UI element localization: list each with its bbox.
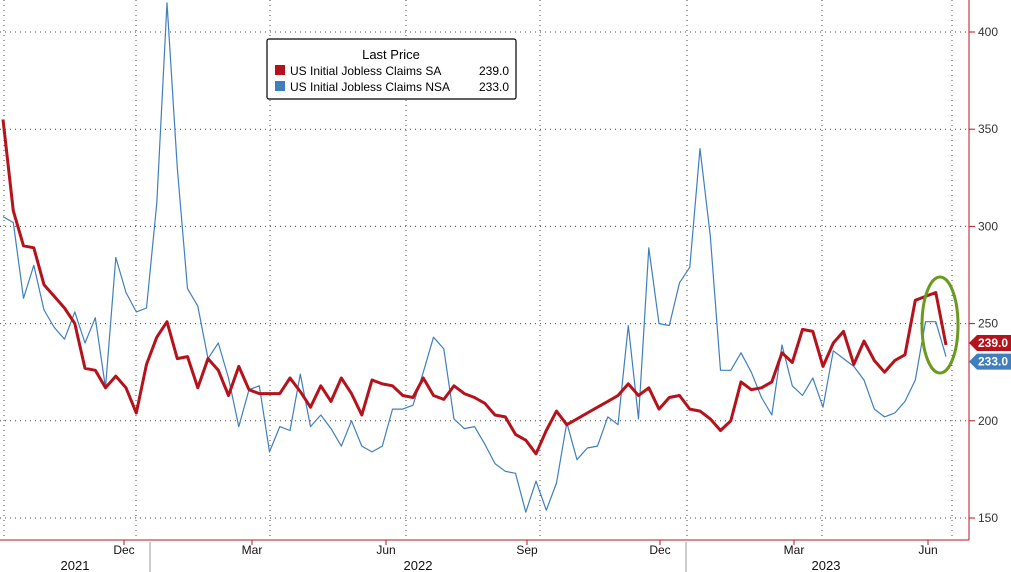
- series-line-sa: [1, 119, 948, 456]
- y-tick-label: 350: [978, 122, 998, 136]
- x-tick-label: Jun: [376, 543, 395, 557]
- y-tick-label: 400: [978, 25, 998, 39]
- legend-label-nsa: US Initial Jobless Claims NSA: [290, 80, 450, 94]
- legend-label-sa: US Initial Jobless Claims SA: [290, 64, 441, 78]
- legend-value-sa: 239.0: [479, 64, 509, 78]
- highlight-ellipse: [920, 275, 960, 375]
- series-line-nsa: [2, 2, 947, 513]
- badge-nsa-label: 233.0: [978, 355, 1008, 369]
- y-tick-label: 300: [978, 219, 998, 233]
- x-tick-label: Mar: [242, 543, 263, 557]
- x-tick-label: Dec: [113, 543, 134, 557]
- legend-box: [266, 38, 517, 100]
- y-tick-label: 250: [978, 317, 998, 331]
- legend-title: Last Price: [362, 47, 420, 62]
- badge-sa: [969, 334, 1011, 351]
- year-label: 2023: [812, 558, 841, 572]
- legend-value-nsa: 233.0: [479, 80, 509, 94]
- year-label: 2022: [404, 558, 433, 572]
- x-ticks: Dec Mar Jun Sep Dec Mar Jun 2021 2022 2023: [61, 540, 938, 572]
- last-value-badges: 233.0 239.0: [969, 334, 1011, 370]
- y-tick-label: 150: [978, 511, 998, 525]
- axes: [0, 0, 970, 541]
- legend-swatch-sa: [275, 65, 285, 75]
- series-layer: [1, 2, 948, 513]
- x-tick-label: Dec: [649, 543, 670, 557]
- y-ticks: 150 200 250 300 350 400: [969, 25, 998, 525]
- legend-swatch-nsa: [275, 81, 285, 91]
- x-tick-label: Sep: [516, 543, 538, 557]
- y-tick-label: 200: [978, 414, 998, 428]
- badge-sa-label: 239.0: [978, 336, 1008, 350]
- x-tick-label: Jun: [918, 543, 937, 557]
- badge-nsa: [969, 353, 1011, 370]
- x-tick-label: Mar: [784, 543, 805, 557]
- year-label: 2021: [61, 558, 90, 572]
- legend: Last Price US Initial Jobless Claims SA …: [266, 38, 517, 100]
